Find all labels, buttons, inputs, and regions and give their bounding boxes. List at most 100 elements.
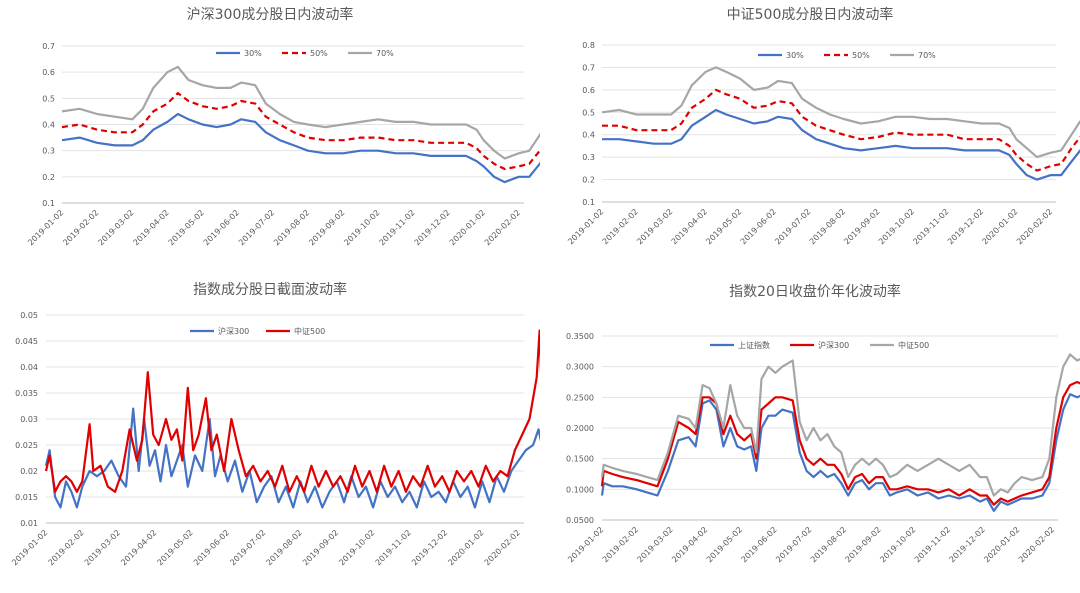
x-tick-label: 2019-07-02: [237, 208, 276, 247]
chart-20day-annualized-volatility: 指数20日收盘价年化波动率 0.3500 0.3000 0.2500 0.2000 0.1…: [566, 283, 1080, 564]
y-tick-label: 0.1: [42, 199, 55, 208]
y-tick-label: 0.05: [20, 311, 38, 320]
y-tick-label: 0.015: [15, 493, 38, 502]
y-tick-label: 0.025: [15, 441, 38, 450]
y-tick-label: 0.8: [582, 41, 595, 50]
series-line-1: [61, 112, 540, 184]
x-tick-label: 2019-12-02: [948, 525, 987, 564]
x-tick-label: 2019-01-02: [566, 525, 605, 564]
chart-hs300-intraday-volatility: 沪深300成分股日内波动率0.70.60.50.40.30.20.12019-0…: [26, 6, 540, 247]
y-tick-label: 0.03: [20, 415, 38, 424]
x-tick-label: 2019-05-02: [156, 528, 195, 567]
y-tick-label: 0.045: [15, 337, 38, 346]
chart-title: 中证500成分股日内波动率: [727, 6, 894, 23]
legend-label: 沪深300: [218, 326, 249, 336]
x-tick-label: 2019-10-02: [877, 207, 916, 246]
series-line-3: [601, 66, 1080, 159]
legend-label: 50%: [852, 51, 870, 60]
x-tick-label: 2019-02-02: [601, 525, 640, 564]
x-tick-label: 2019-11-02: [911, 207, 950, 246]
series-line-3: [600, 353, 1080, 497]
legend-label: 50%: [310, 49, 328, 58]
series-line-1: [44, 407, 540, 509]
y-tick-label: 0.01: [20, 519, 38, 528]
x-tick-label: 2019-06-02: [740, 525, 779, 564]
x-tick-label: 2019-03-02: [96, 208, 135, 247]
legend-label: 70%: [918, 51, 936, 60]
x-tick-label: 2019-10-02: [878, 525, 917, 564]
x-tick-label: 2020-01-02: [982, 525, 1021, 564]
y-tick-label: 0.6: [42, 68, 55, 77]
x-tick-label: 2019-10-02: [342, 208, 381, 247]
chart-title: 沪深300成分股日内波动率: [187, 6, 354, 23]
x-tick-label: 2019-10-02: [337, 528, 376, 567]
x-tick-label: 2019-08-02: [809, 525, 848, 564]
x-tick-label: 2019-05-02: [705, 525, 744, 564]
x-tick-label: 2019-02-02: [601, 207, 640, 246]
legend-label: 上证指数: [738, 340, 770, 350]
y-tick-label: 0.5: [582, 108, 595, 117]
x-tick-label: 2019-08-02: [265, 528, 304, 567]
x-tick-label: 2019-09-02: [844, 525, 883, 564]
y-tick-label: 0.3: [42, 147, 55, 156]
y-tick-label: 0.7: [42, 42, 55, 51]
y-tick-label: 0.3500: [566, 332, 594, 341]
y-tick-label: 0.2000: [566, 424, 594, 433]
series-line-2: [61, 91, 540, 171]
series-line-1: [600, 393, 1080, 512]
x-tick-label: 2019-09-02: [842, 207, 881, 246]
x-tick-label: 2019-03-02: [635, 207, 674, 246]
x-tick-label: 2019-06-02: [739, 207, 778, 246]
x-tick-label: 2019-04-02: [132, 208, 171, 247]
x-tick-label: 2020-01-02: [980, 207, 1019, 246]
x-tick-label: 2020-02-02: [483, 528, 522, 567]
x-tick-label: 2019-09-02: [301, 528, 340, 567]
y-tick-label: 0.2500: [566, 393, 594, 402]
y-tick-label: 0.3000: [566, 363, 594, 372]
x-tick-label: 2019-06-02: [192, 528, 231, 567]
x-tick-label: 2019-01-02: [566, 207, 605, 246]
x-tick-label: 2019-08-02: [808, 207, 847, 246]
series-line-2: [602, 88, 1080, 172]
y-tick-label: 0.6: [582, 86, 595, 95]
x-tick-label: 2019-11-02: [374, 528, 413, 567]
series-line-2: [44, 329, 540, 493]
y-tick-label: 0.2: [42, 173, 55, 182]
chart-title: 指数20日收盘价年化波动率: [729, 283, 901, 300]
x-tick-label: 2020-02-02: [1015, 207, 1054, 246]
x-tick-label: 2019-03-02: [83, 528, 122, 567]
y-tick-label: 0.2: [582, 176, 595, 185]
y-tick-label: 0.1500: [566, 455, 594, 464]
legend-label: 30%: [244, 49, 262, 58]
x-tick-label: 2020-02-02: [1017, 525, 1056, 564]
y-tick-label: 0.4: [582, 131, 595, 140]
x-tick-label: 2019-12-02: [946, 207, 985, 246]
x-tick-label: 2019-06-02: [202, 208, 241, 247]
x-tick-label: 2019-05-02: [704, 207, 743, 246]
series-line-3: [61, 65, 540, 160]
x-tick-label: 2019-01-02: [26, 208, 65, 247]
x-tick-label: 2019-04-02: [670, 525, 709, 564]
x-tick-label: 2019-08-02: [272, 208, 311, 247]
legend-label: 中证500: [898, 340, 929, 350]
x-tick-label: 2019-04-02: [119, 528, 158, 567]
x-tick-label: 2019-02-02: [47, 528, 86, 567]
y-tick-label: 0.04: [20, 363, 38, 372]
chart-zz500-intraday-volatility: 中证500成分股日内波动率0.80.70.60.50.40.30.20.1201…: [566, 6, 1080, 246]
x-tick-label: 2019-12-02: [410, 528, 449, 567]
legend-label: 沪深300: [818, 340, 849, 350]
x-tick-label: 2019-09-02: [307, 208, 346, 247]
x-tick-label: 2019-03-02: [636, 525, 675, 564]
legend-label: 70%: [376, 49, 394, 58]
y-tick-label: 0.5: [42, 94, 55, 103]
x-tick-label: 2019-05-02: [167, 208, 206, 247]
y-tick-label: 0.0500: [566, 516, 594, 525]
x-tick-label: 2019-07-02: [773, 207, 812, 246]
x-tick-label: 2019-11-02: [378, 208, 417, 247]
y-tick-label: 0.4: [42, 121, 55, 130]
series-line-2: [600, 380, 1080, 506]
x-tick-label: 2019-02-02: [61, 208, 100, 247]
x-tick-label: 2020-02-02: [483, 208, 522, 247]
y-tick-label: 0.7: [582, 63, 595, 72]
y-tick-label: 0.3: [582, 153, 595, 162]
